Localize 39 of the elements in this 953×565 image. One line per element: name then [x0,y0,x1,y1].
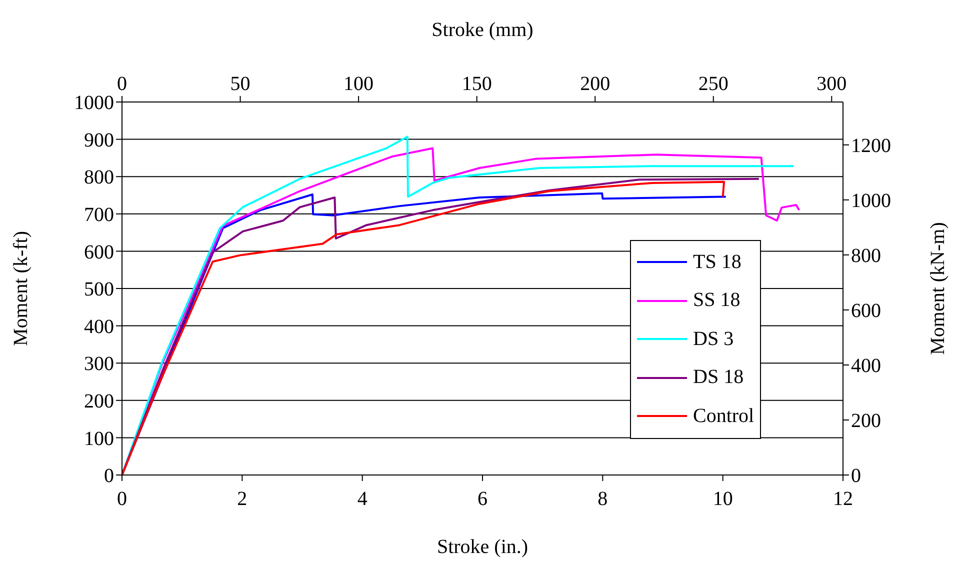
y-tick-label: 800 [84,166,114,189]
y2-tick-label: 200 [851,410,881,432]
legend-label: SS 18 [693,289,740,312]
legend-label: DS 18 [693,366,744,390]
y2-tick-label: 0 [851,465,861,488]
y-tick-label: 900 [84,129,114,152]
x-tick-label: 10 [712,488,733,510]
y-tick-label: 400 [84,316,114,338]
x-axis-title: Stroke (in.) [436,536,528,558]
x-tick-label: 6 [478,488,488,510]
y2-axis-title: Moment (kN-m) [927,222,950,355]
y-tick-label: 1000 [74,92,114,114]
x2-tick-label: 200 [580,73,610,95]
x-tick-label: 2 [237,488,248,510]
y-tick-label: 100 [84,428,114,450]
x2-tick-label: 50 [230,73,250,95]
y-tick-label: 500 [84,278,114,301]
y2-tick-label: 1000 [851,190,891,212]
x2-axis-title: Stroke (mm) [432,19,534,42]
y2-tick-label: 400 [851,355,881,378]
x2-tick-label: 300 [816,73,847,95]
y2-tick-label: 1200 [851,134,891,157]
y-tick-label: 600 [84,241,114,264]
legend-label: DS 3 [693,328,734,351]
legend-label: Control [693,404,754,428]
y-axis-title: Moment (k-ft) [10,231,32,346]
x2-tick-label: 250 [698,73,728,95]
x-tick-label: 4 [357,488,368,510]
y-tick-label: 0 [104,465,114,488]
y-tick-label: 200 [84,390,114,412]
y2-tick-label: 800 [851,245,881,268]
legend-label: TS 18 [693,250,742,274]
y-tick-label: 700 [84,204,114,226]
x-tick-label: 8 [598,488,608,510]
y2-tick-label: 600 [851,300,881,322]
y-tick-label: 300 [84,353,114,376]
x-tick-label: 12 [833,488,853,510]
x2-tick-label: 150 [462,73,492,95]
x2-tick-label: 100 [344,73,374,95]
